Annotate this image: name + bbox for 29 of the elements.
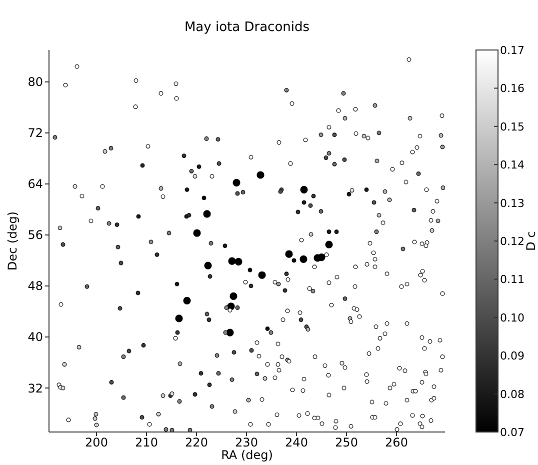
- y-axis-title: Dec (deg): [5, 211, 20, 271]
- y-tick-label: 48: [28, 279, 43, 294]
- color-bar-label: 0.14: [500, 158, 524, 172]
- color-bar-label: 0.16: [500, 82, 524, 96]
- x-tick-label: 220: [185, 436, 208, 450]
- x-tick-label: 230: [235, 436, 258, 450]
- x-axis-title: RA (deg): [221, 448, 273, 462]
- y-tick-label: 64: [28, 177, 43, 192]
- y-tick-label: 32: [28, 381, 43, 396]
- y-tick-label: 72: [28, 126, 43, 140]
- color-bar-label: 0.15: [500, 120, 524, 134]
- color-bar-label: 0.17: [500, 44, 524, 57]
- color-bar-label: 0.10: [500, 311, 524, 324]
- y-tick-label: 56: [28, 228, 43, 242]
- color-bar-label: 0.09: [500, 350, 524, 363]
- x-tick-label: 200: [85, 436, 108, 450]
- x-tick-label: 210: [135, 436, 158, 450]
- color-bar-label: 0.11: [500, 273, 524, 286]
- chart-title: May iota Draconids: [183, 20, 311, 35]
- color-bar-label: 0.08: [500, 388, 524, 401]
- x-tick-label: 240: [285, 436, 308, 450]
- color-bar-label: 0.07: [500, 426, 524, 439]
- color-bar-title: D c: [524, 231, 538, 251]
- color-bar-label: 0.13: [500, 196, 524, 210]
- x-tick-label: 260: [385, 436, 408, 450]
- y-tick-label: 40: [28, 330, 43, 344]
- y-tick-label: 80: [28, 75, 43, 90]
- color-bar-label: 0.12: [500, 235, 524, 248]
- x-tick-label: 250: [335, 436, 358, 450]
